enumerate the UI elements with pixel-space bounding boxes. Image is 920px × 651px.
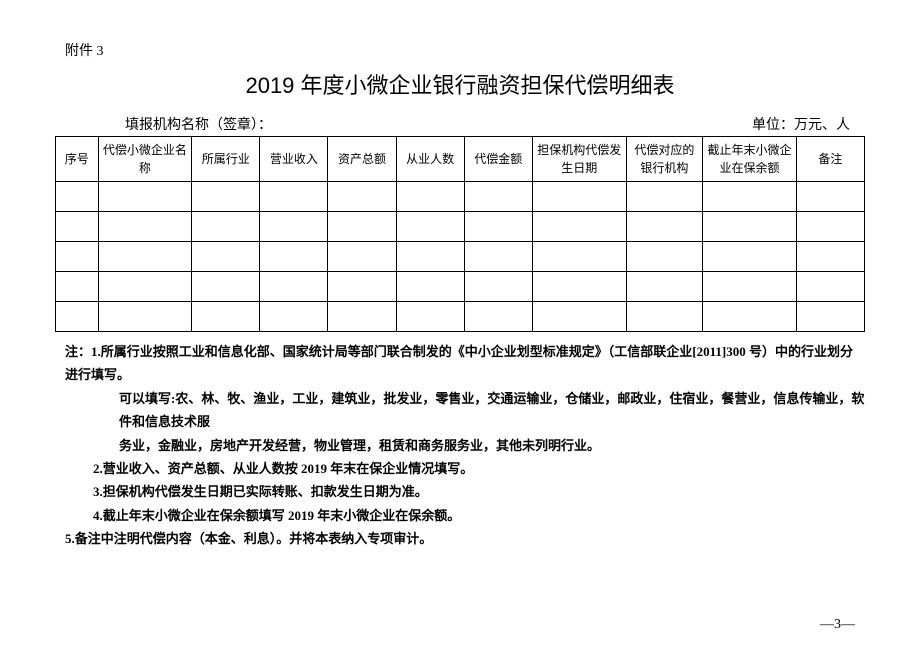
cell (796, 242, 864, 272)
note-1c: 务业，金融业，房地产开发经营，物业管理，租赁和商务服务业，其他未列明行业。 (65, 434, 865, 457)
cell (260, 242, 328, 272)
table-row (56, 182, 865, 212)
unit-label: 单位：万元、人 (752, 114, 850, 134)
cell (98, 242, 192, 272)
cell (626, 182, 703, 212)
cell (703, 182, 797, 212)
cell (260, 272, 328, 302)
cell (796, 302, 864, 332)
cell (260, 212, 328, 242)
cell (703, 272, 797, 302)
table-row (56, 302, 865, 332)
cell (464, 182, 532, 212)
cell (703, 302, 797, 332)
note-1b: 可以填写:农、林、牧、渔业，工业，建筑业，批发业，零售业，交通运输业，仓储业，邮… (65, 387, 865, 434)
cell (98, 212, 192, 242)
th-balance: 截止年末小微企业在保余额 (703, 137, 797, 182)
cell (192, 212, 260, 242)
th-revenue: 营业收入 (260, 137, 328, 182)
note-5: 5.备注中注明代偿内容（本金、利息）。并将本表纳入专项审计。 (65, 527, 865, 550)
th-note: 备注 (796, 137, 864, 182)
th-amount: 代偿金额 (464, 137, 532, 182)
cell (56, 272, 99, 302)
cell (703, 242, 797, 272)
page-title: 2019 年度小微企业银行融资担保代偿明细表 (55, 68, 865, 100)
note-2: 2.营业收入、资产总额、从业人数按 2019 年末在保企业情况填写。 (65, 457, 865, 480)
cell (796, 212, 864, 242)
header-row: 序号 代偿小微企业名称 所属行业 营业收入 资产总额 从业人数 代偿金额 担保机… (56, 137, 865, 182)
th-seq: 序号 (56, 137, 99, 182)
note-1a: 注：1.所属行业按照工业和信息化部、国家统计局等部门联合制发的《中小企业划型标准… (65, 340, 865, 387)
cell (464, 302, 532, 332)
page-number: —3— (820, 617, 855, 633)
th-date: 担保机构代偿发生日期 (532, 137, 626, 182)
cell (328, 182, 396, 212)
cell (532, 242, 626, 272)
th-industry: 所属行业 (192, 137, 260, 182)
cell (328, 242, 396, 272)
note-4: 4.截止年末小微企业在保余额填写 2019 年末小微企业在保余额。 (65, 504, 865, 527)
cell (396, 182, 464, 212)
cell (396, 212, 464, 242)
cell (98, 182, 192, 212)
cell (464, 272, 532, 302)
cell (98, 302, 192, 332)
th-name: 代偿小微企业名称 (98, 137, 192, 182)
cell (192, 272, 260, 302)
cell (56, 182, 99, 212)
table-row (56, 212, 865, 242)
th-employees: 从业人数 (396, 137, 464, 182)
cell (328, 212, 396, 242)
cell (192, 302, 260, 332)
detail-table: 序号 代偿小微企业名称 所属行业 营业收入 资产总额 从业人数 代偿金额 担保机… (55, 136, 865, 332)
cell (56, 302, 99, 332)
cell (56, 212, 99, 242)
note-3: 3.担保机构代偿发生日期已实际转账、扣款发生日期为准。 (65, 480, 865, 503)
cell (532, 182, 626, 212)
cell (796, 182, 864, 212)
cell (396, 242, 464, 272)
cell (192, 182, 260, 212)
cell (396, 272, 464, 302)
cell (626, 212, 703, 242)
meta-row: 填报机构名称（签章）： 单位：万元、人 (55, 114, 865, 134)
table-body (56, 182, 865, 332)
cell (56, 242, 99, 272)
attachment-label: 附件 3 (65, 40, 865, 60)
cell (328, 302, 396, 332)
cell (260, 302, 328, 332)
cell (192, 242, 260, 272)
cell (98, 272, 192, 302)
cell (703, 212, 797, 242)
cell (626, 302, 703, 332)
cell (532, 272, 626, 302)
notes-block: 注：1.所属行业按照工业和信息化部、国家统计局等部门联合制发的《中小企业划型标准… (55, 340, 865, 551)
cell (396, 302, 464, 332)
cell (464, 212, 532, 242)
cell (796, 272, 864, 302)
org-label: 填报机构名称（签章）： (125, 114, 272, 134)
cell (328, 272, 396, 302)
th-bank: 代偿对应的银行机构 (626, 137, 703, 182)
cell (260, 182, 328, 212)
th-assets: 资产总额 (328, 137, 396, 182)
cell (626, 242, 703, 272)
cell (532, 302, 626, 332)
cell (532, 212, 626, 242)
table-row (56, 242, 865, 272)
cell (464, 242, 532, 272)
cell (626, 272, 703, 302)
table-row (56, 272, 865, 302)
